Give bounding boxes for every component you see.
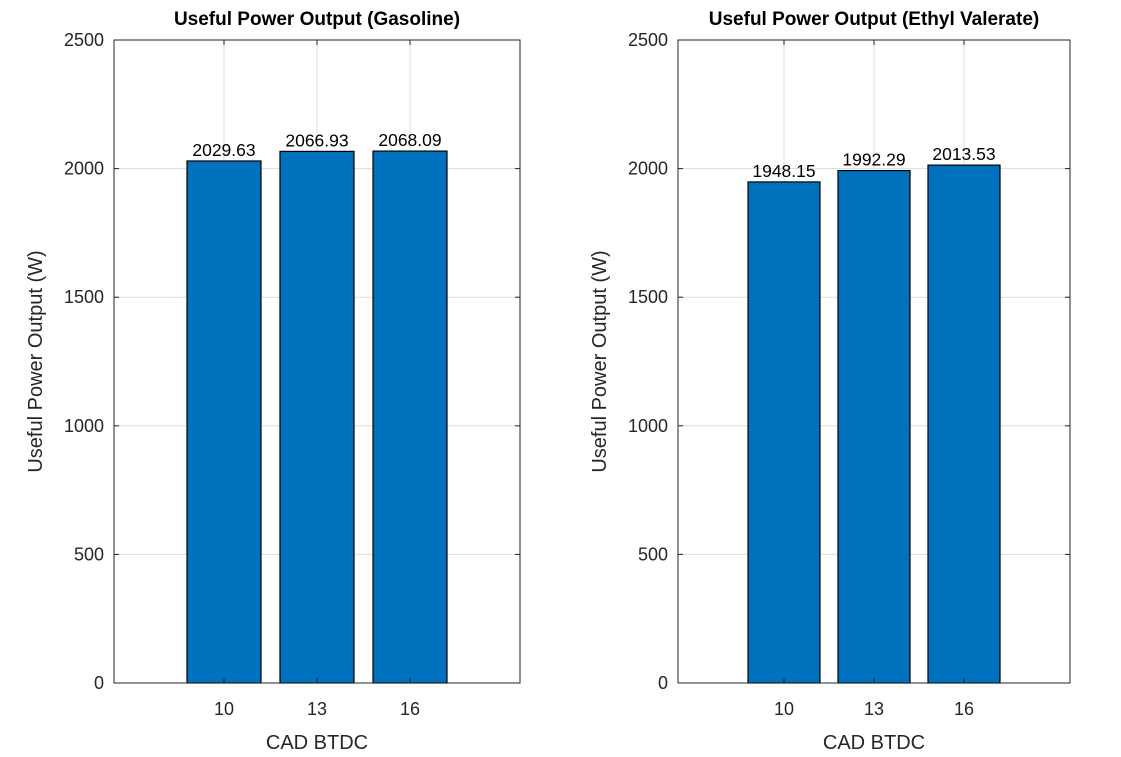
data-label: 2013.53	[932, 144, 995, 164]
x-axis-label: CAD BTDC	[823, 732, 925, 754]
y-tick-label: 2000	[628, 159, 668, 179]
chart-gasoline: 2029.63 2066.93 2068.09 0 500 1000 1500 2000 250…	[25, 9, 521, 754]
y-tick-label: 2500	[628, 30, 668, 50]
bar	[927, 164, 1001, 684]
y-tick-label: 500	[638, 544, 668, 564]
bar	[186, 160, 262, 684]
y-tick-label: 2000	[64, 159, 104, 179]
x-tick-label: 10	[214, 699, 234, 719]
bar	[837, 169, 911, 684]
y-tick-label: 2500	[64, 30, 104, 50]
data-label: 2068.09	[378, 130, 441, 150]
chart-ethyl-valerate: 1948.15 1992.29 2013.53 0 500 1000 1500 2000 250…	[589, 9, 1071, 754]
data-label: 1992.29	[842, 150, 905, 170]
x-tick-label: 10	[774, 699, 794, 719]
y-tick-label: 0	[658, 673, 668, 693]
y-tick-label: 0	[94, 673, 104, 693]
y-tick-label: 1000	[628, 416, 668, 436]
bar	[279, 150, 355, 684]
bar	[372, 150, 448, 684]
chart-title: Useful Power Output (Gasoline)	[174, 9, 460, 30]
data-label: 1948.15	[752, 161, 815, 181]
x-tick-label: 13	[307, 699, 327, 719]
x-tick-label: 16	[954, 699, 974, 719]
data-label: 2029.63	[192, 140, 255, 160]
data-label: 2066.93	[285, 130, 348, 150]
x-tick-label: 16	[400, 699, 420, 719]
x-axis-label: CAD BTDC	[266, 732, 368, 754]
y-axis-label: Useful Power Output (W)	[589, 250, 611, 472]
bar	[747, 181, 821, 684]
x-tick-label: 13	[864, 699, 884, 719]
y-tick-label: 1500	[628, 287, 668, 307]
y-tick-label: 500	[74, 544, 104, 564]
chart-title: Useful Power Output (Ethyl Valerate)	[709, 9, 1039, 30]
y-tick-label: 1500	[64, 287, 104, 307]
y-axis-label: Useful Power Output (W)	[25, 250, 47, 472]
y-tick-label: 1000	[64, 416, 104, 436]
